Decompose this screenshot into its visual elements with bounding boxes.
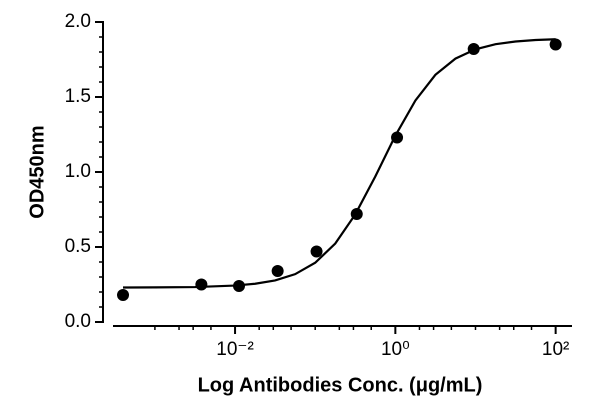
y-axis-title: OD450nm	[26, 125, 48, 218]
x-tick-label: 10²	[542, 339, 569, 360]
x-tick-label: 10⁰	[381, 339, 410, 360]
data-point	[117, 289, 130, 301]
data-point	[549, 38, 562, 51]
y-tick-label: 1.0	[65, 161, 91, 182]
x-axis-title: Log Antibodies Conc. (μg/mL)	[198, 374, 483, 396]
y-tick-label: 1.5	[65, 86, 91, 107]
x-tick-label: 10⁻²	[216, 339, 254, 360]
data-point	[271, 265, 284, 277]
y-tick-label: 0.0	[65, 311, 91, 332]
data-point	[195, 278, 208, 291]
fit-curve	[123, 38, 556, 289]
y-tick-label: 0.5	[65, 236, 91, 257]
data-point	[310, 245, 323, 258]
y-tick-label: 2.0	[65, 11, 91, 32]
